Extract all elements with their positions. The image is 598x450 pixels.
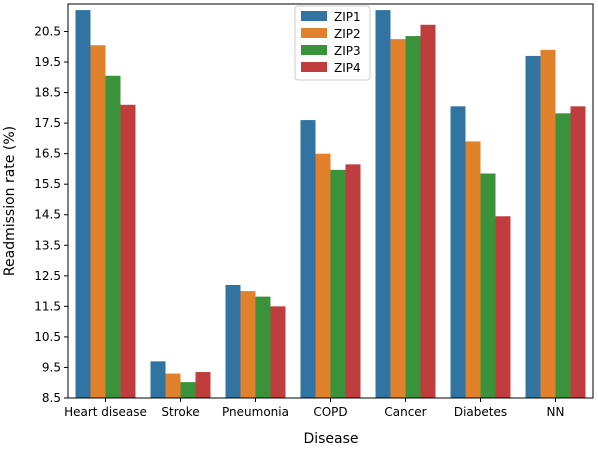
bar-zip1-pneumonia bbox=[225, 284, 241, 398]
bar-zip1-stroke bbox=[150, 361, 166, 398]
bar-zip2-nn bbox=[540, 49, 556, 399]
legend-label-zip2: ZIP2 bbox=[334, 27, 361, 41]
x-tick-label: Cancer bbox=[384, 405, 426, 419]
bar-zip4-stroke bbox=[195, 372, 211, 398]
y-tick-label: 8.5 bbox=[42, 391, 61, 405]
bar-zip4-diabetes bbox=[495, 216, 511, 398]
x-tick-label: Stroke bbox=[161, 405, 199, 419]
bar-zip4-cancer bbox=[420, 24, 436, 399]
bar-zip2-pneumonia bbox=[240, 291, 256, 398]
bar-zip2-heart-disease bbox=[90, 45, 106, 398]
y-tick-label: 15.5 bbox=[34, 177, 61, 191]
legend-label-zip3: ZIP3 bbox=[334, 44, 361, 58]
bar-zip3-copd bbox=[330, 169, 346, 398]
y-tick-label: 14.5 bbox=[34, 208, 61, 222]
y-tick-label: 16.5 bbox=[34, 147, 61, 161]
bar-zip3-stroke bbox=[180, 382, 196, 398]
x-tick-label: Heart disease bbox=[64, 405, 147, 419]
bar-zip2-cancer bbox=[390, 39, 406, 399]
y-tick-label: 12.5 bbox=[34, 269, 61, 283]
bar-zip1-diabetes bbox=[450, 106, 466, 398]
y-tick-label: 10.5 bbox=[34, 330, 61, 344]
bar-zip3-pneumonia bbox=[255, 296, 271, 398]
y-tick-label: 17.5 bbox=[34, 116, 61, 130]
x-axis-label: Disease bbox=[303, 431, 358, 446]
bar-zip3-cancer bbox=[405, 36, 421, 398]
x-axis: Heart disease Stroke Pneumonia COPD Cancer Di… bbox=[64, 398, 564, 419]
bar-zip3-heart-disease bbox=[105, 75, 121, 398]
bar-zip4-nn bbox=[570, 106, 586, 398]
y-tick-label: 18.5 bbox=[34, 86, 61, 100]
bar-zip4-pneumonia bbox=[270, 306, 286, 398]
y-axis: 8.5 9.5 10.5 11.5 12.5 13.5 14.5 15.5 16.5 17.5 18… bbox=[34, 24, 68, 405]
bar-zip2-stroke bbox=[165, 373, 181, 398]
bar-zip1-cancer bbox=[375, 10, 391, 399]
legend-swatch-zip4 bbox=[301, 62, 327, 72]
y-tick-label: 9.5 bbox=[42, 360, 61, 374]
y-tick-label: 20.5 bbox=[34, 24, 61, 38]
bar-zip4-copd bbox=[345, 164, 361, 398]
legend-swatch-zip2 bbox=[301, 28, 327, 38]
bar-zip2-copd bbox=[315, 153, 331, 398]
bar-zip3-nn bbox=[555, 113, 571, 398]
legend-label-zip4: ZIP4 bbox=[334, 61, 361, 75]
bar-zip3-diabetes bbox=[480, 173, 496, 398]
x-tick-label: COPD bbox=[313, 405, 347, 419]
bar-zip1-heart-disease bbox=[75, 10, 91, 399]
bar-zip1-nn bbox=[525, 55, 541, 399]
legend-swatch-zip3 bbox=[301, 45, 327, 55]
legend-swatch-zip1 bbox=[301, 11, 327, 21]
x-tick-label: Diabetes bbox=[454, 405, 507, 419]
x-tick-label: NN bbox=[547, 405, 565, 419]
legend: ZIP1 ZIP2 ZIP3 ZIP4 bbox=[294, 5, 371, 81]
bar-zip4-heart-disease bbox=[120, 104, 136, 398]
y-axis-label: Readmission rate (%) bbox=[2, 126, 18, 276]
y-tick-label: 11.5 bbox=[34, 299, 61, 313]
bar-zip2-diabetes bbox=[465, 141, 481, 398]
legend-frame bbox=[294, 5, 371, 81]
x-tick-label: Pneumonia bbox=[222, 405, 289, 419]
legend-label-zip1: ZIP1 bbox=[334, 10, 361, 24]
y-tick-label: 13.5 bbox=[34, 238, 61, 252]
bar-zip1-copd bbox=[300, 120, 316, 398]
y-tick-label: 19.5 bbox=[34, 55, 61, 69]
bars-layer bbox=[75, 10, 586, 399]
